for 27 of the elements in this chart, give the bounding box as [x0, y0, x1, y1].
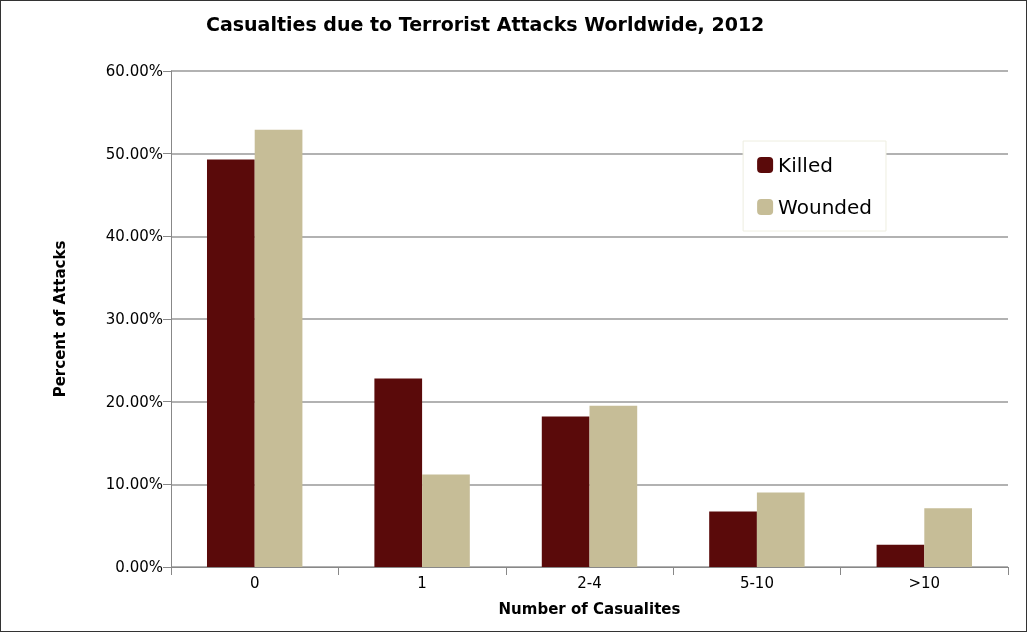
- bar: [254, 129, 303, 567]
- y-tick-label: 60.00%: [105, 62, 163, 80]
- y-tick-label: 0.00%: [115, 558, 163, 576]
- x-tick-label: 1: [417, 573, 427, 592]
- x-tick-label: 5-10: [739, 573, 774, 592]
- bar: [541, 416, 590, 567]
- bar: [876, 544, 925, 567]
- x-tick-label: 2-4: [577, 573, 602, 592]
- y-tick-label: 20.00%: [105, 392, 163, 411]
- y-tick-label: 50.00%: [105, 144, 163, 163]
- x-tick-label: 0: [249, 573, 260, 592]
- bar: [422, 474, 470, 567]
- bar: [374, 378, 423, 567]
- bar: [589, 405, 638, 567]
- bar: [756, 492, 805, 567]
- chart-title: Casualties due to Terrorist Attacks Worldwide, 2012: [206, 12, 765, 35]
- legend-label: Killed: [778, 153, 833, 177]
- bar: [206, 159, 255, 567]
- y-axis-title: Percent of Attacks: [50, 240, 69, 398]
- y-tick-label: 40.00%: [105, 227, 163, 246]
- x-axis-title: Number of Casualites: [498, 599, 681, 618]
- y-tick-label: 10.00%: [105, 475, 163, 494]
- bar: [924, 508, 973, 567]
- bar: [709, 511, 757, 567]
- x-tick-label: >10: [908, 573, 941, 592]
- legend-label: Wounded: [778, 195, 872, 219]
- y-tick-label: 30.00%: [105, 310, 163, 328]
